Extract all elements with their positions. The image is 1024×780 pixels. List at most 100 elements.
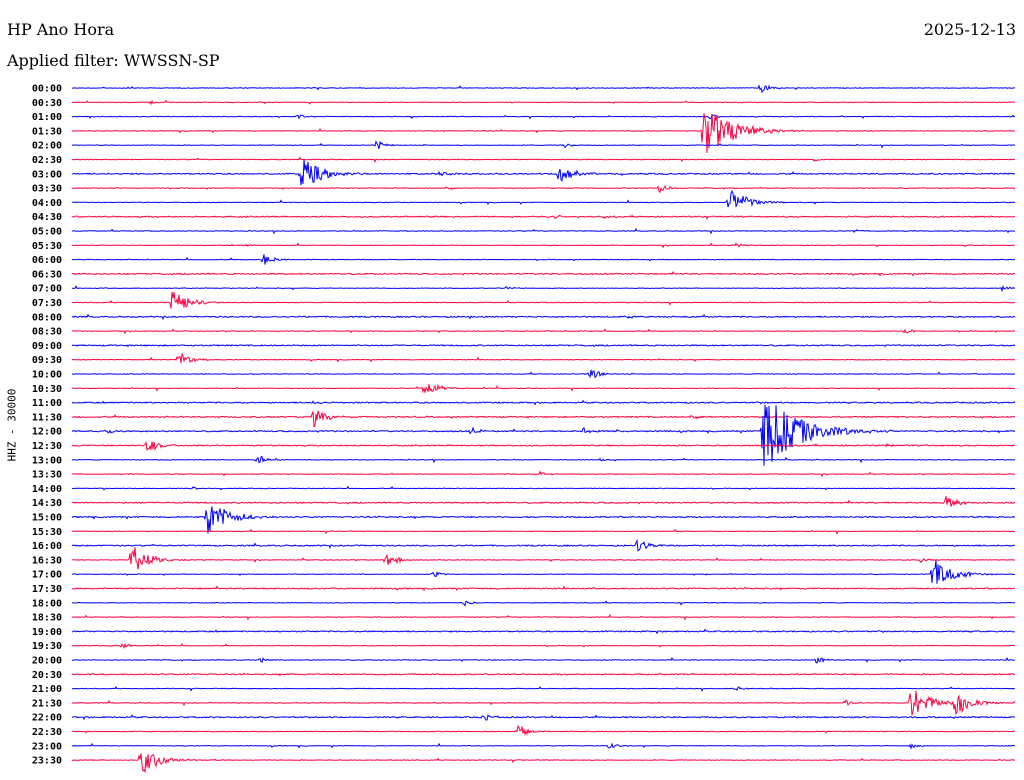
time-label: 15:00 [32,513,62,524]
time-label: 20:30 [32,670,62,681]
time-label: 07:00 [32,284,62,295]
time-label: 01:30 [32,126,62,137]
time-label: 21:30 [32,698,62,709]
time-label: 06:00 [32,255,62,266]
trace-0830 [71,328,1016,335]
time-label: 03:30 [32,184,62,195]
time-label: 05:00 [32,227,62,238]
trace-0330 [71,184,1016,194]
time-label: 08:30 [32,327,62,338]
trace-0500 [71,227,1016,235]
trace-1030 [71,383,1016,394]
trace-1200 [71,404,1016,466]
trace-0800 [71,313,1016,321]
trace-2000 [71,656,1015,664]
trace-0630 [71,270,1016,277]
trace-2200 [71,714,1016,721]
trace-1430 [71,496,1016,507]
trace-2300 [71,742,1016,750]
time-label: 09:30 [32,355,62,366]
trace-1500 [71,506,1016,534]
trace-1100 [71,399,1016,406]
trace-2130 [71,690,1016,716]
time-label: 11:30 [32,412,62,423]
trace-1230 [71,440,1015,452]
trace-0230 [72,156,1016,163]
time-label: 13:30 [32,470,62,481]
time-label: 12:00 [32,427,62,438]
time-label: 18:30 [32,613,62,624]
time-label: 13:00 [32,455,62,466]
trace-0430 [71,214,1016,220]
time-label: 19:00 [32,627,62,638]
trace-0900 [71,344,1016,348]
time-label: 06:30 [32,269,62,280]
time-label: 23:30 [32,756,62,767]
time-label: 22:00 [32,713,62,724]
time-label: 04:30 [32,212,62,223]
time-label: 16:30 [32,555,62,566]
time-label: 02:30 [32,155,62,166]
time-label: 20:00 [32,656,62,667]
trace-0030 [71,99,1016,106]
trace-0730 [71,291,1016,309]
time-label: 02:00 [32,141,62,152]
trace-0530 [71,242,1016,249]
time-label: 00:00 [32,84,62,95]
time-label: 18:00 [32,598,62,609]
time-label: 21:00 [32,684,62,695]
trace-0930 [71,353,1016,364]
trace-0130 [71,113,1016,154]
time-label: 07:30 [32,298,62,309]
time-label: 10:30 [32,384,62,395]
trace-0200 [71,140,1016,149]
trace-1800 [71,600,1016,607]
trace-1700 [71,559,1015,584]
time-label: 03:00 [32,169,62,180]
trace-2230 [72,724,1016,736]
trace-2100 [71,686,1016,692]
trace-1130 [71,410,1016,428]
time-label: 14:00 [32,484,62,495]
trace-1630 [71,547,1016,570]
trace-1000 [72,369,1016,379]
trace-0000 [72,84,1016,94]
trace-0700 [71,284,1016,293]
trace-0400 [71,189,1015,208]
trace-1300 [71,455,1016,464]
time-label: 12:30 [32,441,62,452]
trace-0300 [71,159,1016,186]
time-label: 23:00 [32,741,62,752]
trace-2030 [71,672,1016,677]
trace-1530 [71,528,1016,535]
time-label: 00:30 [32,98,62,109]
time-label: 14:30 [32,498,62,509]
trace-1330 [71,470,1016,478]
time-label: 09:00 [32,341,62,352]
filter-label: Applied filter: WWSSN-SP [7,51,220,70]
time-label: 01:00 [32,112,62,123]
date-label: 2025-12-13 [923,20,1016,39]
time-label: 05:30 [32,241,62,252]
time-label: 17:30 [32,584,62,595]
trace-0600 [71,254,1016,265]
time-label: 04:00 [32,198,62,209]
trace-1600 [71,538,1016,552]
trace-2330 [71,753,1016,774]
time-label: 11:00 [32,398,62,409]
time-label: 22:30 [32,727,62,738]
time-label: 08:00 [32,312,62,323]
trace-1730 [71,585,1016,592]
station-title: HP Ano Hora [7,20,115,39]
time-label: 15:30 [32,527,62,538]
trace-1400 [71,485,1016,491]
trace-1830 [71,614,1016,621]
trace-0100 [71,113,1016,120]
trace-1900 [71,628,1016,635]
time-label: 10:00 [32,370,62,381]
time-label: 17:00 [32,570,62,581]
trace-1930 [71,642,1016,649]
time-label: 19:30 [32,641,62,652]
time-label: 16:00 [32,541,62,552]
